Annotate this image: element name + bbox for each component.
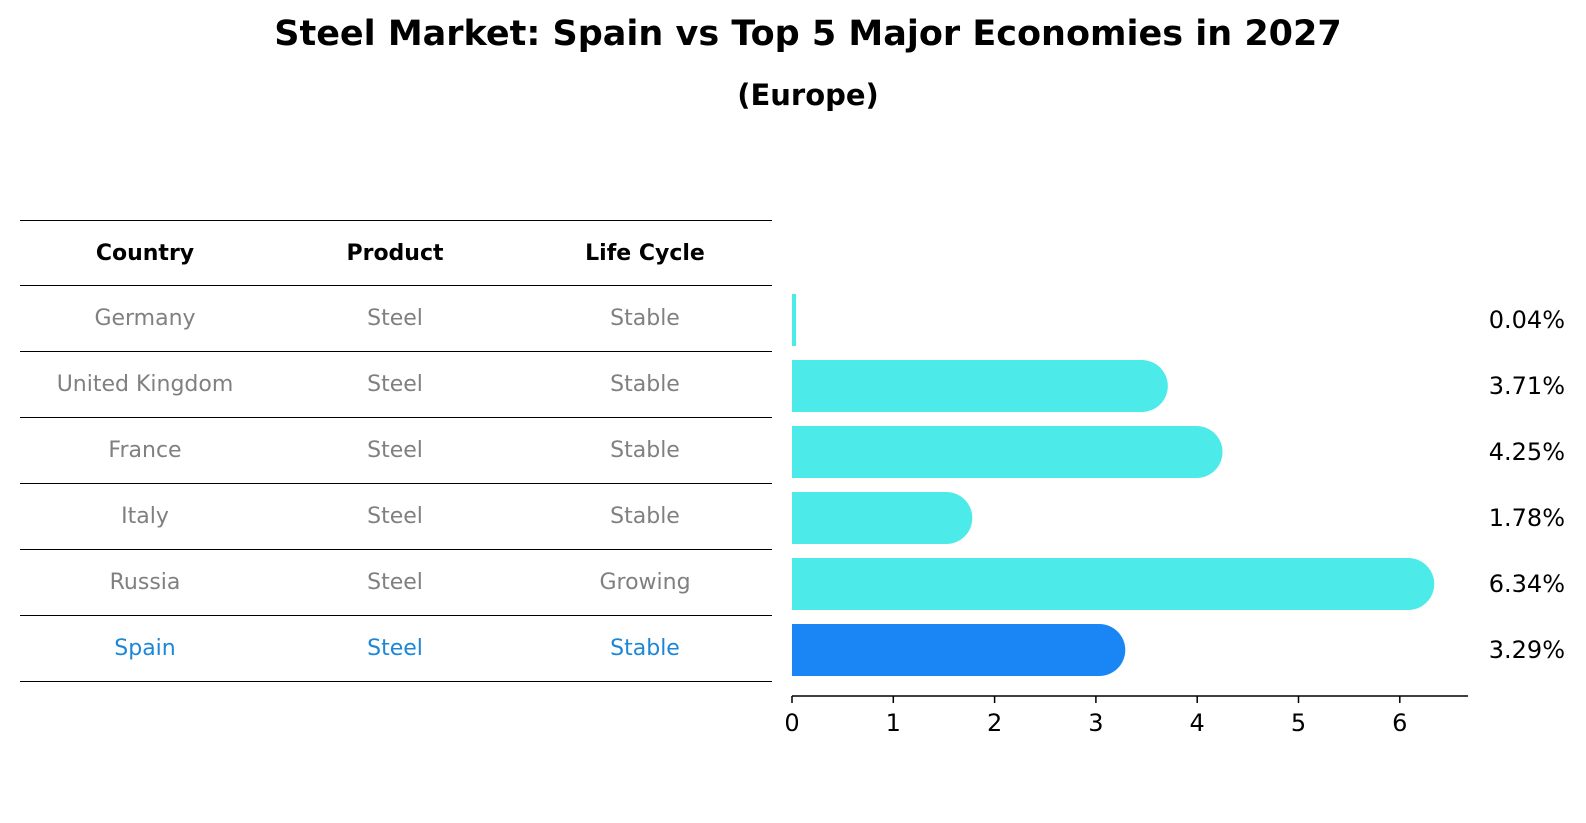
bar-spain bbox=[792, 624, 1126, 676]
table-row: France Steel Stable bbox=[20, 418, 772, 484]
cell-life-cycle: Stable bbox=[610, 306, 680, 331]
chart-title: Steel Market: Spain vs Top 5 Major Econo… bbox=[274, 14, 1342, 54]
chart-subtitle: (Europe) bbox=[737, 78, 879, 112]
value-label: 0.04% bbox=[1489, 306, 1565, 334]
table-header-row: Country Product Life Cycle bbox=[20, 220, 772, 286]
table-row: Italy Steel Stable bbox=[20, 484, 772, 550]
cell-life-cycle: Stable bbox=[610, 636, 680, 661]
header-life-cycle: Life Cycle bbox=[585, 240, 705, 266]
value-label: 3.29% bbox=[1489, 636, 1565, 664]
cell-country: United Kingdom bbox=[56, 372, 234, 397]
cell-country: Russia bbox=[109, 570, 181, 595]
value-label: 1.78% bbox=[1489, 504, 1565, 532]
header-country: Country bbox=[95, 240, 195, 266]
cell-country: Italy bbox=[121, 504, 169, 529]
bar-italy bbox=[792, 492, 973, 544]
table-row: United Kingdom Steel Stable bbox=[20, 352, 772, 418]
table-row-highlight: Spain Steel Stable bbox=[20, 616, 772, 682]
x-tick-label: 0 bbox=[784, 709, 799, 737]
bar-russia bbox=[792, 558, 1435, 610]
cell-country: France bbox=[108, 438, 182, 463]
data-table: Country Product Life Cycle Germany Steel… bbox=[20, 220, 772, 682]
cell-product: Steel bbox=[367, 372, 423, 397]
bar-france bbox=[792, 426, 1223, 478]
x-tick-label: 2 bbox=[987, 709, 1002, 737]
value-label: 4.25% bbox=[1489, 438, 1565, 466]
cell-product: Steel bbox=[367, 306, 423, 331]
x-tick-label: 5 bbox=[1291, 709, 1306, 737]
x-tick-label: 6 bbox=[1392, 709, 1407, 737]
cell-country: Germany bbox=[94, 306, 196, 331]
cell-country: Spain bbox=[114, 636, 176, 661]
cell-product: Steel bbox=[367, 438, 423, 463]
bar-united-kingdom bbox=[792, 360, 1168, 412]
cell-product: Steel bbox=[367, 636, 423, 661]
x-tick-label: 1 bbox=[886, 709, 901, 737]
value-label: 6.34% bbox=[1489, 570, 1565, 598]
cell-product: Steel bbox=[367, 570, 423, 595]
header-product: Product bbox=[346, 240, 444, 266]
table-row: Russia Steel Growing bbox=[20, 550, 772, 616]
value-label: 3.71% bbox=[1489, 372, 1565, 400]
x-tick-label: 4 bbox=[1190, 709, 1205, 737]
cell-life-cycle: Stable bbox=[610, 504, 680, 529]
cell-life-cycle: Growing bbox=[599, 570, 691, 595]
table-row: Germany Steel Stable bbox=[20, 286, 772, 352]
cell-life-cycle: Stable bbox=[610, 372, 680, 397]
bar-germany bbox=[792, 294, 797, 346]
x-tick-label: 3 bbox=[1088, 709, 1103, 737]
cell-life-cycle: Stable bbox=[610, 438, 680, 463]
cell-product: Steel bbox=[367, 504, 423, 529]
